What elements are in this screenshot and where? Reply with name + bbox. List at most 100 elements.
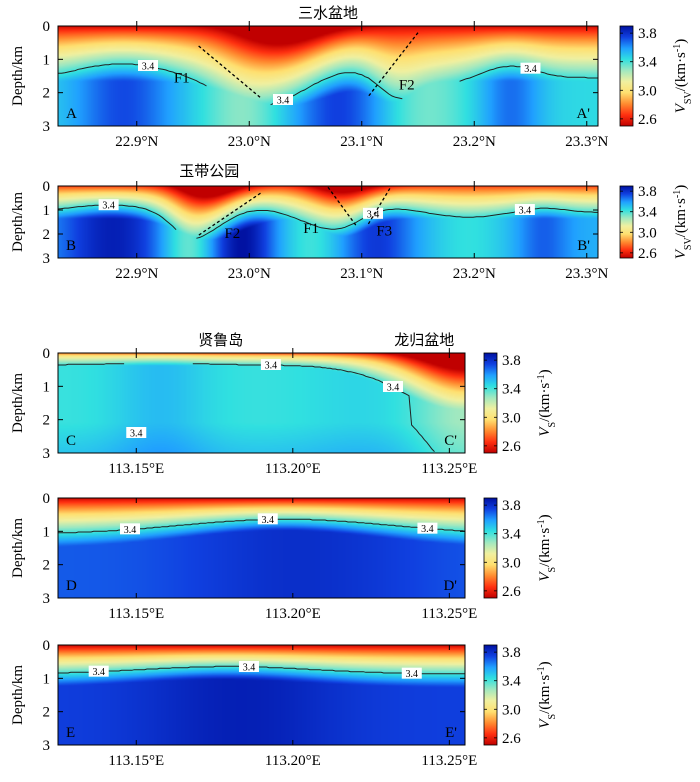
x-tick-label: 113.25°E (421, 753, 477, 769)
colorbar-label-part: SV (683, 91, 694, 105)
colorbar-label-part: SV (683, 237, 694, 251)
plot-frame-D (57, 497, 466, 599)
contour-label-box (257, 513, 278, 525)
location-label: 玉带公园 (179, 163, 239, 180)
fault-line-F2 (366, 32, 419, 99)
colorbar-label: VS/(km·s-1) (536, 369, 558, 436)
profile-start-label: E (66, 725, 75, 741)
colorbar-label-part: -1 (536, 374, 547, 382)
colorbar-C (483, 352, 498, 454)
panel-C: 3.4 3.4 3.4 113.15°E 113.20°E 113.25°E 0 1 2 3 Dep… (10, 332, 558, 477)
y-axis-label: Depth/km (10, 518, 26, 578)
profile-start-label: C (66, 433, 76, 449)
velocity-heatmap-E (58, 645, 465, 745)
y-tick-label: 3 (43, 119, 51, 135)
y-tick-label: 1 (43, 52, 51, 68)
colorbar-label-part: ) (673, 39, 689, 44)
contour-label-box (514, 204, 535, 215)
y-tick-label: 2 (43, 86, 51, 102)
colorbar-label-part: -1 (536, 666, 547, 674)
y-tick-label: 2 (43, 705, 51, 721)
velocity-heatmap-D (58, 498, 465, 598)
x-tick-label: 113.15°E (108, 753, 164, 769)
profile-end-label: C' (444, 433, 457, 449)
colorbar-label-part: V (673, 102, 689, 113)
fault-label-F3: F3 (376, 223, 392, 239)
x-tick-label: 23.3°N (565, 134, 608, 150)
x-tick-label: 23.2°N (453, 266, 496, 282)
y-tick-label: 2 (43, 227, 51, 243)
x-tick-label: 23.0°N (228, 134, 271, 150)
contour-label: 3.4 (524, 64, 537, 75)
panel-E: 3.4 3.4 3.4 113.15°E 113.20°E 113.25°E 0 1 2 3 Dep… (10, 638, 558, 769)
y-tick-label: 3 (43, 251, 51, 267)
colorbar-label-part: /(km·s (537, 528, 553, 567)
y-tick-label: 1 (43, 671, 51, 687)
colorbar-A (619, 25, 634, 127)
profile-start-label: B (66, 238, 76, 254)
contour-label: 3.4 (519, 206, 532, 217)
plot-frame-A (57, 25, 599, 127)
colorbar-tick-label: 2.6 (502, 731, 521, 747)
y-axis-label: Depth/km (10, 665, 26, 725)
location-label: 贤鲁岛 (198, 332, 243, 349)
contour-label: 3.4 (387, 383, 400, 394)
contour-label-box (260, 359, 281, 370)
colorbar-label-part: V (537, 571, 553, 582)
colorbar-tick-label: 3.4 (502, 527, 521, 543)
colorbar-tick-label: 3.0 (638, 225, 657, 241)
y-axis-label: Depth/km (10, 46, 26, 106)
contour-label-box (120, 523, 141, 535)
colorbar-label: VSV/(km·s-1) (672, 185, 694, 259)
colorbar-label-part: V (537, 718, 553, 729)
x-tick-label: 23.1°N (340, 266, 383, 282)
y-tick-label: 3 (43, 591, 51, 607)
profile-start-label: A (66, 106, 77, 122)
contour-label-box (98, 199, 119, 211)
contour-label-box (520, 62, 541, 74)
x-tick-label: 23.2°N (453, 134, 496, 150)
colorbar-label-part: -1 (536, 519, 547, 527)
contour-label: 3.4 (243, 663, 256, 674)
colorbar-label-part: -1 (672, 190, 683, 198)
y-tick-label: 0 (43, 179, 51, 195)
y-tick-label: 1 (43, 379, 51, 395)
location-label: 三水盆地 (298, 5, 358, 22)
profile-end-label: E' (445, 725, 457, 741)
profile-end-label: B' (577, 238, 590, 254)
colorbar-label-part: S (547, 714, 558, 720)
x-tick-label: 113.25°E (421, 606, 477, 622)
profile-start-label: D (66, 578, 77, 594)
contour-label-box (401, 667, 422, 679)
contour-label: 3.4 (277, 96, 290, 107)
plot-frame-C (57, 352, 466, 454)
fault-label-F1: F1 (303, 221, 319, 237)
fault-line-F1 (198, 45, 261, 99)
plot-frame-E (57, 644, 466, 746)
colorbar-tick-label: 2.6 (502, 439, 521, 455)
panel-D: 3.4 3.4 3.4 113.15°E 113.20°E 113.25°E 0 1 2 3 Dep… (10, 491, 558, 622)
contour-label-box (363, 207, 383, 219)
colorbar-tick-label: 3.4 (638, 55, 657, 71)
colorbar-tick-label: 3.8 (502, 353, 521, 369)
contour-label: 3.4 (367, 209, 380, 220)
y-tick-label: 3 (43, 738, 51, 754)
colorbar-tick-label: 2.6 (638, 246, 657, 262)
colorbar-tick-label: 3.0 (638, 83, 657, 99)
colorbar-tick-label: 3.8 (638, 184, 657, 200)
colorbar-label-part: /(km·s (537, 383, 553, 422)
colorbar-tick-label: 2.6 (638, 112, 657, 128)
fault-line-F3 (366, 188, 391, 226)
colorbar-label-part: ) (537, 369, 553, 374)
colorbar-label-part: V (537, 426, 553, 437)
x-tick-label: 113.15°E (108, 606, 164, 622)
contour-label: 3.4 (262, 515, 275, 526)
contour-label: 3.4 (130, 429, 143, 440)
contour-label-box (382, 381, 403, 392)
contour-label-box (138, 60, 158, 71)
contour-label-box (273, 94, 293, 105)
contour-label-box (238, 661, 259, 672)
colorbar-tick-label: 2.6 (502, 584, 521, 600)
